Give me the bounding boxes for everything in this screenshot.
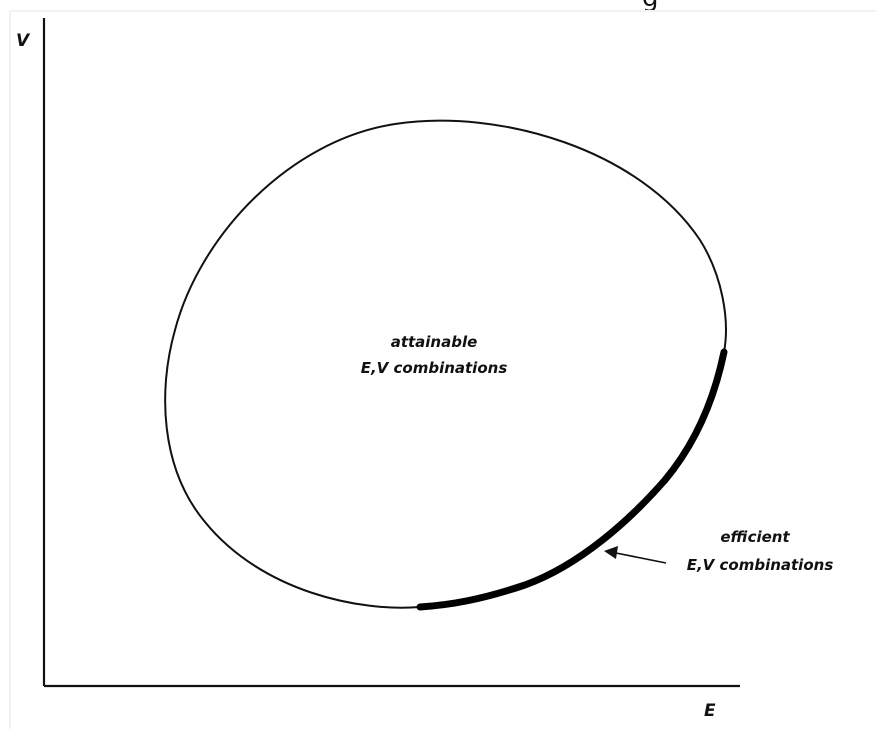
x-axis-label: E [704,701,716,721]
efficient-label-line1: efficient [720,528,790,546]
efficient-label-line2: E,V combinations [687,556,834,574]
y-axis-label: V [16,31,31,51]
attainable-label-line2: E,V combinations [361,359,508,377]
attainable-label-line1: attainable [391,333,478,351]
clipped-heading-char: g [642,0,659,10]
efficient-arrow-head [604,546,618,559]
clipped-heading-fragment: g [520,0,720,10]
efficient-frontier [416,348,728,611]
efficient-arrow-shaft [615,552,667,564]
